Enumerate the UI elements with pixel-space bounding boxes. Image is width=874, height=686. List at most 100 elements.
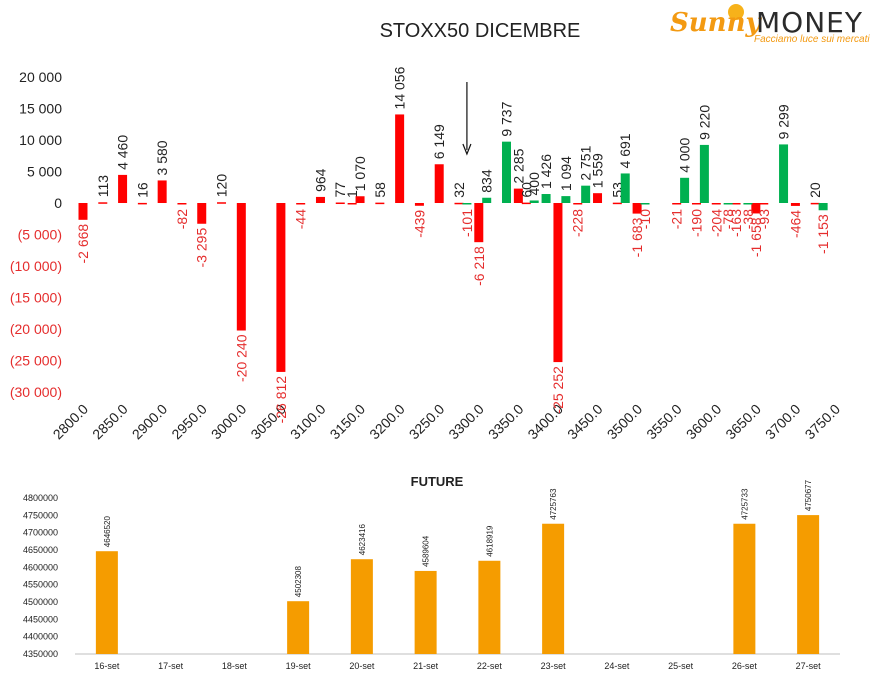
bar [355,196,365,203]
x-tick-label: 22-set [477,661,503,671]
bar [177,203,187,205]
bar [751,203,761,214]
bar [723,203,733,205]
bar [640,203,650,205]
data-label: 4589604 [422,535,431,567]
bar [414,203,424,206]
bar [541,194,551,203]
bar [759,203,769,205]
data-label: 120 [214,174,230,198]
bar [743,203,753,205]
data-label: -82 [174,209,190,229]
bar [95,551,118,654]
data-label: 6 149 [431,124,447,159]
data-label: 16 [134,182,150,198]
y-tick-label: 4600000 [23,562,58,572]
bar [78,203,88,220]
y-tick-label: 4750000 [23,510,58,520]
data-label: 4502308 [294,566,303,598]
bar [561,196,571,203]
y-tick-label: (15 000) [10,290,62,306]
bar [711,203,721,205]
y-tick-label: (10 000) [10,258,62,274]
data-label: -101 [459,209,475,237]
bar [699,144,709,203]
sunny-money-logo: Sunny MONEY Facciamo luce sui mercati [668,4,870,48]
data-label: 4 460 [115,135,131,170]
bar [731,203,741,205]
bar [236,203,246,331]
data-label: 4 000 [677,138,693,173]
bar [276,203,286,372]
data-label: 2 751 [578,145,594,180]
y-tick-label: 4700000 [23,528,58,538]
bar [513,188,523,203]
data-label: 4 691 [617,133,633,168]
y-tick-label: (25 000) [10,353,62,369]
x-tick-label: 26-set [732,661,758,671]
bar [137,202,147,205]
bar [296,203,306,205]
bar [474,203,484,243]
bar [157,180,167,203]
x-tick-label: 18-set [222,661,248,671]
bar [478,560,501,654]
data-label: 20 [807,182,823,198]
bar [434,164,444,203]
bar [818,203,828,211]
y-tick-label: 5 000 [27,164,62,180]
data-label: 3 580 [154,140,170,175]
stoxx50-chart: 20 000 15 000 10 000 5 000 0 (5 000) (10 000) (… [10,66,843,442]
bar [542,523,565,654]
data-label: 58 [372,182,388,198]
y-tick-label: 15 000 [19,101,62,117]
data-label: 4750677 [804,479,813,511]
y-tick-label: 10 000 [19,132,62,148]
data-label: -78 [720,209,736,229]
bar [620,173,630,203]
data-label: -20 240 [233,334,249,382]
y-tick-label: 4350000 [23,649,58,659]
data-label: -163 [728,209,744,237]
data-label: 834 [479,169,495,193]
data-label: 32 [451,182,467,198]
bar [733,523,756,654]
bar [287,601,310,654]
y-tick-label: 4400000 [23,632,58,642]
bar [462,203,472,205]
y-tick-label: 4500000 [23,597,58,607]
data-label: 400 [526,172,542,196]
data-label: -190 [688,209,704,237]
data-label: -6 218 [471,246,487,286]
bar [672,203,682,205]
bar [347,202,357,205]
data-label: 1 070 [352,156,368,191]
logo-tagline: Facciamo luce sui mercati [754,34,870,45]
logo-money-text: MONEY [756,6,863,39]
y-tick-label: 20 000 [19,69,62,85]
x-tick-label: 17-set [158,661,184,671]
logo-sunny-text: Sunny [670,8,761,38]
bar [691,203,701,205]
bar [217,202,227,204]
bar [482,197,492,203]
data-label: -3 295 [194,228,210,268]
data-label: 1 426 [538,154,554,189]
bar [581,185,591,203]
data-label: 964 [312,168,328,192]
arrow-head-icon [462,143,472,156]
data-label: 2 285 [510,148,526,183]
x-tick-label: 25-set [668,661,694,671]
data-label: -1 153 [815,214,831,254]
x-tick-label: 21-set [413,661,439,671]
data-label: -2 668 [75,224,91,264]
x-tick-label: 24-set [604,661,630,671]
data-label: 9 299 [776,104,792,139]
x-tick-label: 16-set [94,661,120,671]
bar [790,203,800,206]
bar [810,202,820,205]
bar [779,144,789,203]
bar [414,570,437,654]
bar [315,196,325,203]
